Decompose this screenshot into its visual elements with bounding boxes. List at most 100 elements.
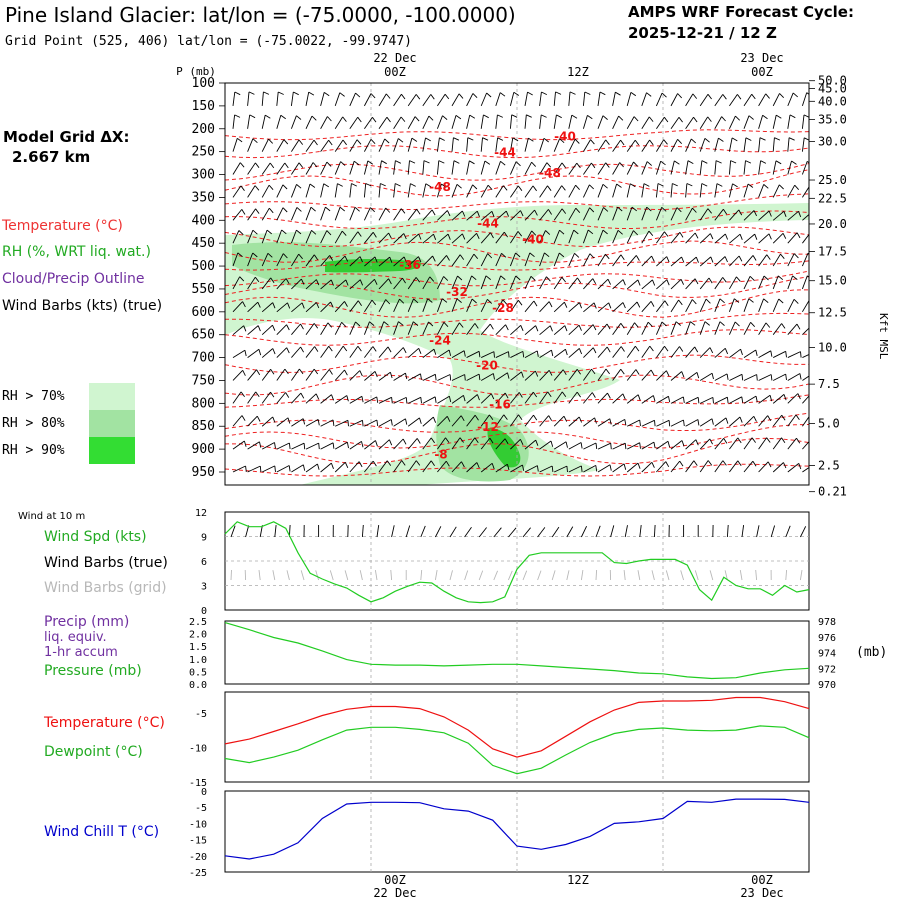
wind-barb [568,277,578,290]
wind-barb-feather [648,230,654,236]
wind-barb-feather [548,370,553,376]
wind-barb-feather [411,137,418,142]
wind-barb [305,393,317,404]
wind-barb-feather [415,71,419,75]
wind-barb-feather [438,160,445,164]
wind-barb-feather [332,419,335,426]
wind-barb [656,116,665,130]
wind-barb [568,369,578,381]
wind-barb-feather [418,348,422,354]
wind-barb [393,256,405,267]
temperature-contour-label: -36 [399,258,421,272]
wind-barb [378,116,388,130]
wind-barbs-grid-label: Wind Barbs (grid) [44,580,167,596]
wind-barb-feather [265,69,270,72]
pressure-label: Pressure (mb) [44,663,142,679]
wind-barb-feather [694,278,699,285]
wind-barb-feather [770,350,773,357]
wind-barb-feather [576,391,581,398]
wind-barb [670,232,681,244]
wind-barb-feather [616,183,622,188]
wind-barb-feather [765,322,771,328]
wind-barb-feather [753,210,758,217]
wind-barb [247,348,260,358]
wind-barb-feather [624,443,627,450]
wind-barb [626,462,639,473]
wind-barb [437,322,445,335]
wind-barb [422,255,433,267]
wind-barb-feather [748,298,754,303]
wind-barb-feather [602,115,608,120]
wind-barb [393,298,400,313]
bottom-time-label-00z-1: 00Z [384,873,406,887]
wind-barb [495,231,505,244]
wind-barb-feather [313,139,318,146]
wind-barb [612,162,621,175]
wind-barb-feather [314,346,319,352]
wind-barb-feather [799,373,802,380]
kft-tick-label: 35.0 [818,113,847,127]
wind-barb-feather [456,298,462,303]
wind-barb [437,93,446,107]
wind-barb [583,392,593,404]
wind-barb-feather [609,418,612,425]
wind-barb [247,276,256,290]
wind-barb [232,391,242,404]
wind-barb-feather [578,348,583,355]
wind-barb-feather [287,302,291,309]
wind-barb-true [595,525,601,538]
y-tick-label: -10 [189,743,207,754]
bottom-time-label-00z-2: 00Z [751,873,773,887]
top-date-label-2: 23 Dec [740,51,783,65]
wind-barb [466,232,477,244]
wind-barb-feather [706,70,711,74]
wind-barb-feather [447,233,451,240]
wind-barb-true [230,525,236,538]
wind-barb [568,302,580,313]
wind-barb [247,415,258,427]
wind-barb-feather [330,279,334,286]
wind-barb-feather [326,230,332,236]
wind-barb-feather [564,325,568,332]
wind-barb [641,301,652,313]
wind-barb [626,230,634,244]
legend-rh70-label: RH > 70% [2,389,65,404]
wind-barb [247,441,260,450]
wind-barb-feather [283,139,289,145]
wind-barb-feather [533,300,538,307]
wind-barb-grid [272,570,276,581]
wind-barb-feather [441,183,447,188]
wind-barb-feather [663,116,669,123]
wind-barb-grid [230,569,232,581]
wind-barb-feather [430,437,435,444]
wind-barb-feather [654,420,656,427]
wind-barb-feather [307,69,313,71]
wind-barb-feather [548,209,552,215]
wind-barb-feather [415,94,421,100]
wind-barb [626,116,635,129]
wind-barb [787,323,798,336]
wind-barb-feather [374,256,378,263]
wind-barb-feather [678,299,683,306]
wind-barb [612,463,625,473]
wind-barb [626,442,640,450]
wind-barb-feather [507,372,510,379]
wind-barb [276,162,286,175]
wind-barb-feather [620,368,625,375]
wind-barb-feather [325,206,331,212]
wind-barb [495,351,509,358]
legend-rh: RH (%, WRT liq. wat.) [2,244,151,260]
wind-barb-feather [551,465,554,472]
wind-barb-feather [355,92,361,98]
wind-barb [539,276,547,290]
wind-barb-feather [415,460,421,466]
wind-barb-true [799,526,807,538]
wind-barb [305,254,315,267]
wind-barb [437,83,438,84]
wind-barb [466,298,473,313]
wind-barb [787,351,801,358]
wind-barb [787,463,800,473]
wind-barb-feather [666,256,670,263]
wind-barb-feather [711,418,714,425]
wind-barb-feather [341,321,347,327]
